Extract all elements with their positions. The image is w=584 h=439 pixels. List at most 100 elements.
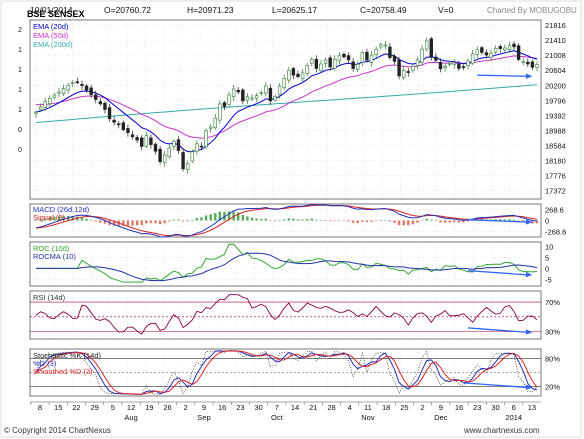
x-tick-label: 6 (512, 403, 516, 412)
candle-body (402, 70, 406, 79)
candle-body (388, 46, 392, 58)
candle-body (158, 148, 162, 163)
candle-body (470, 53, 475, 64)
macd-hist-bar (430, 219, 433, 221)
macd-arrow-shaft (468, 219, 529, 223)
stoch-d-line (35, 350, 538, 395)
macd-hist-bar (287, 218, 290, 221)
candle-body (356, 64, 360, 70)
macd-hist-bar (512, 219, 516, 221)
x-month-label: Oct (271, 413, 284, 422)
stoch-legend-2: Smoothed %D (3) (33, 367, 93, 376)
candle-body (204, 130, 208, 147)
rsi-legend-0: RSI (14d) (33, 293, 66, 302)
macd-hist-bar (191, 219, 194, 221)
rsi-ytick: 70% (545, 298, 560, 307)
macd-hist-bar (420, 220, 424, 221)
x-month-label: Dec (434, 413, 448, 422)
price-ytick: 20200 (545, 81, 566, 90)
macd-hist-bar (241, 214, 245, 221)
macd-hist-bar (301, 219, 304, 221)
macd-hist-bar (393, 220, 396, 223)
macd-hist-bar (338, 220, 341, 221)
candle-body (461, 66, 466, 68)
candle-body (480, 47, 484, 53)
candle-body (218, 103, 222, 121)
candle-body (521, 61, 525, 63)
candle-body (351, 61, 355, 69)
x-tick-label: 11 (364, 403, 372, 412)
stochastic-panel: 80% 20% Stochastic %K (14d)%D (3)Smoothed … (29, 348, 560, 397)
macd-hist-bar (402, 220, 405, 226)
candle-body (227, 94, 231, 106)
x-tick-label: 18 (382, 403, 390, 412)
candle-body (126, 128, 130, 133)
x-tick-label: 5 (111, 403, 115, 412)
macd-hist-bar (53, 216, 56, 221)
macd-hist-bar (223, 211, 226, 221)
x-axis: 8 15 22 29 5 12 19 26 2 9 16 23 30 7 14 21 28 4 11 18 25 2 9 16… (30, 401, 541, 422)
roc-legend-0: ROC (10d) (33, 244, 70, 253)
macd-hist-bar (379, 220, 382, 221)
candle-body (333, 58, 337, 69)
macd-hist-bar (131, 220, 134, 226)
macd-hist-bar (181, 220, 185, 222)
price-ytick: 21410 (545, 36, 566, 45)
chart-symbol: BSE SENSEX (27, 9, 85, 19)
stoch-ytick: 80% (545, 354, 560, 363)
candle-body (365, 51, 369, 61)
macd-line (35, 203, 538, 238)
candle-body (213, 117, 217, 129)
macd-hist-bar (158, 220, 162, 225)
macd-ytick: 268.6 (545, 205, 564, 214)
macd-hist-bar (94, 220, 97, 222)
candle-body (406, 71, 411, 73)
macd-hist-bar (99, 220, 102, 223)
candle-body (452, 62, 456, 66)
candle-body (268, 87, 273, 102)
x-tick-label: 30 (254, 403, 262, 412)
roc-frame (29, 241, 542, 287)
macd-hist-bar (48, 217, 51, 221)
x-tick-label: 30 (491, 403, 499, 412)
price-left-tick: 1 (18, 67, 22, 74)
stoch-k-line (35, 349, 538, 395)
roc-arrow-head (525, 271, 533, 278)
candle-body (162, 154, 167, 164)
x-tick-label: 4 (348, 403, 352, 412)
macd-hist-bar (397, 220, 401, 226)
candle-body (140, 137, 144, 147)
price-arrow-shaft (477, 74, 529, 77)
price-ytick: 19796 (545, 96, 566, 105)
macd-hist-bar (154, 220, 157, 224)
candle-body (466, 60, 470, 66)
macd-hist-bar (347, 220, 350, 222)
candle-body (310, 58, 314, 64)
macd-hist-bar (411, 220, 415, 225)
roc-panel: 10 5 0 -5 ROC (10d)ROCMA (10) (29, 241, 553, 287)
x-tick-label: 15 (54, 403, 62, 412)
macd-hist-bar (310, 218, 313, 221)
macd-hist-bar (462, 220, 465, 223)
candle-body (43, 101, 47, 108)
macd-hist-bar (177, 219, 180, 221)
macd-panel: 268.6 0 -268.6 MACD (26d,12d)Signal (9) (29, 203, 566, 238)
x-tick-label: 26 (163, 403, 171, 412)
stoch-arrow-head (525, 384, 533, 390)
candle-body (415, 59, 420, 66)
x-tick-label: 7 (275, 403, 279, 412)
candle-body (71, 82, 75, 84)
price-legend-1: EMA (50d) (33, 31, 69, 40)
price-left-tick: 1 (18, 47, 22, 54)
macd-hist-bar (255, 218, 258, 221)
x-tick-label: 21 (309, 403, 317, 412)
candle-body (34, 111, 38, 114)
macd-hist-bar (356, 220, 359, 224)
macd-hist-bar (388, 220, 392, 222)
candle-body (98, 101, 103, 105)
stoch-ytick: 20% (545, 383, 560, 392)
x-tick-label: 8 (38, 403, 42, 412)
roc-arrow-shaft (468, 269, 529, 276)
price-panel: 21816 21410 21008 20604 20200 19796 19392 18988… (18, 9, 566, 200)
candle-body (397, 59, 401, 77)
